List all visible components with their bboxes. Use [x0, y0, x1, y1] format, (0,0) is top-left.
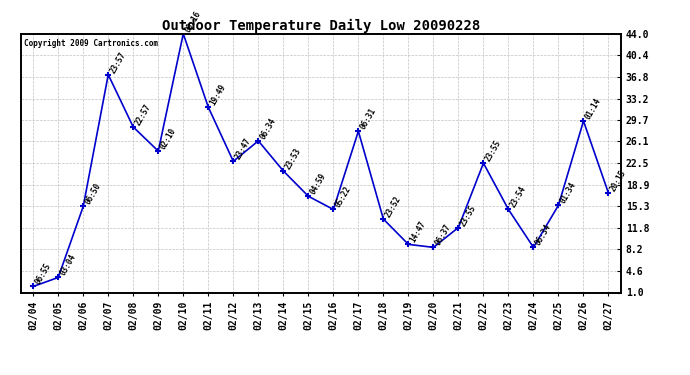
Title: Outdoor Temperature Daily Low 20090228: Outdoor Temperature Daily Low 20090228 — [161, 18, 480, 33]
Text: 14:47: 14:47 — [408, 220, 428, 245]
Text: 23:57: 23:57 — [108, 50, 128, 75]
Text: Copyright 2009 Cartronics.com: Copyright 2009 Cartronics.com — [23, 39, 158, 48]
Text: 05:22: 05:22 — [333, 185, 353, 210]
Text: 23:53: 23:53 — [284, 146, 303, 171]
Text: 04:59: 04:59 — [308, 172, 328, 196]
Text: 01:14: 01:14 — [584, 96, 603, 121]
Text: 06:50: 06:50 — [83, 182, 103, 207]
Text: 06:55: 06:55 — [33, 262, 52, 286]
Text: 03:04: 03:04 — [58, 253, 77, 278]
Text: 02:10: 02:10 — [158, 127, 177, 151]
Text: 19:49: 19:49 — [208, 82, 228, 107]
Text: 00:16: 00:16 — [184, 9, 203, 34]
Text: 06:34: 06:34 — [258, 116, 277, 141]
Text: 23:55: 23:55 — [458, 203, 477, 228]
Text: 06:31: 06:31 — [358, 107, 377, 131]
Text: 23:52: 23:52 — [384, 195, 403, 219]
Text: 23:55: 23:55 — [484, 139, 503, 163]
Text: 23:47: 23:47 — [233, 137, 253, 161]
Text: 01:34: 01:34 — [558, 181, 578, 205]
Text: 06:37: 06:37 — [433, 223, 453, 248]
Text: 06:34: 06:34 — [533, 223, 553, 248]
Text: 20:15: 20:15 — [609, 169, 628, 193]
Text: 23:54: 23:54 — [509, 185, 528, 210]
Text: 22:57: 22:57 — [133, 102, 152, 127]
